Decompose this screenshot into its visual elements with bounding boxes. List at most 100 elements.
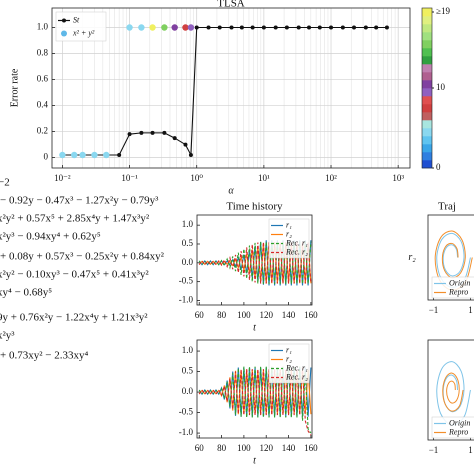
x-tick-label: 100 <box>237 310 251 320</box>
series-marker <box>261 25 266 30</box>
y-tick-label: 0.4 <box>37 100 49 110</box>
legend-label: Origin <box>449 278 470 287</box>
x-tick-label: 160 <box>304 443 318 453</box>
scatter-point <box>138 24 145 31</box>
series-marker <box>239 25 244 30</box>
legend-label: Repro <box>448 287 468 296</box>
series-layer <box>59 24 389 159</box>
x-tick-label: −1 <box>429 305 439 315</box>
colorbar-segment <box>422 96 432 105</box>
series-marker <box>183 142 188 147</box>
series-marker <box>340 25 345 30</box>
legend-label: Origin <box>449 418 470 427</box>
scatter-point <box>149 24 156 31</box>
plot-frame <box>196 214 313 306</box>
series-line <box>198 366 312 434</box>
colorbar-segment <box>422 80 432 89</box>
legend-label: r₁ <box>286 345 292 354</box>
colorbar-segment <box>422 120 432 129</box>
x-axis-label: t <box>253 322 256 333</box>
x-tick-label: 100 <box>237 443 251 453</box>
equation: x²y² − 0.10xy³ − 0.47x⁵ + 0.41x³y² <box>0 269 149 281</box>
x-tick-label: 10⁻² <box>54 173 71 183</box>
colorbar-segment <box>422 56 432 65</box>
panel: 10⁻² 10⁻¹ 10⁰ 10¹ 10² 10³ 0 0.2 0.4 0.6 0.8 1.0 TLSA… <box>9 0 450 196</box>
scatter-point <box>126 24 133 31</box>
colorbar-segment <box>422 16 432 25</box>
scatter-point <box>103 151 110 159</box>
colorbar-segment <box>422 88 432 97</box>
colorbar-segment <box>422 136 432 145</box>
colorbar-segment <box>422 32 432 41</box>
equation: x²y² + 0.57x⁵ + 2.85x⁴y + 1.47x³y² <box>0 213 150 225</box>
legend-label: x² + y² <box>72 28 95 37</box>
y-tick-label: 1.0 <box>37 22 49 32</box>
series-marker <box>206 25 211 30</box>
y-tick-label: 1.0 <box>182 219 194 229</box>
equation: x²y³ − 0.94xy⁴ + 0.62y⁵ <box>0 231 101 243</box>
legend-label: Rec. r₁ <box>285 238 308 247</box>
plot-frame <box>427 214 474 301</box>
legend-label: Rec. r₂ <box>285 247 308 256</box>
x-axis-label: t <box>253 455 256 466</box>
colorbar-segment <box>422 112 432 121</box>
scatter-point <box>79 151 86 159</box>
series-marker <box>296 25 301 30</box>
scatter-point <box>187 24 195 31</box>
colorbar-segment <box>422 40 432 49</box>
chart-title: Traj <box>438 201 456 213</box>
series-marker <box>329 25 334 30</box>
y-tick-label: 0.8 <box>37 48 49 58</box>
x-tick-label: 1 <box>468 445 473 455</box>
series-marker <box>374 25 379 30</box>
series-marker <box>139 130 144 135</box>
x-tick-label: 140 <box>282 310 296 320</box>
series-line <box>442 372 464 412</box>
series-marker <box>317 25 322 30</box>
scatter-point <box>59 151 66 159</box>
equation: x²y³ <box>0 330 15 342</box>
y-tick-label: 0.0 <box>182 257 194 267</box>
x-tick-label: 10⁻¹ <box>121 173 138 183</box>
x-tick-label: 140 <box>282 443 296 453</box>
series-line <box>436 361 471 426</box>
y-tick-label: 0.2 <box>37 126 48 136</box>
x-tick-label: 10⁰ <box>190 173 203 183</box>
legend-label: Rec. r₂ <box>285 372 308 381</box>
x-tick-label: 80 <box>217 443 227 453</box>
y-tick-label: -1.0 <box>179 295 194 305</box>
series-line <box>198 367 312 436</box>
x-tick-label: 60 <box>195 443 205 453</box>
panel: 60 80 100 120 140 160-1.0-0.50.00.51.0tr₁r₂Re… <box>179 339 318 466</box>
colorbar-segment <box>422 24 432 33</box>
colorbar-segment <box>422 104 432 113</box>
legend-swatch <box>61 30 67 37</box>
panel: 60 80 100 120 140 160 -1.0 -0.5 0.0 0.5 1.0 Time hi… <box>179 201 318 334</box>
chart-title: Time history <box>226 201 283 213</box>
y-tick-label: -0.5 <box>179 276 194 286</box>
equation: 9y + 0.76x²y − 1.22x⁴y + 1.21x³y² <box>0 312 148 324</box>
x-axis-label: α <box>228 185 234 196</box>
legend-label: Repro <box>448 427 468 436</box>
y-tick-label: 0 <box>44 152 49 162</box>
legend-label: r₂ <box>286 354 292 363</box>
colorbar-segment <box>422 72 432 81</box>
x-tick-label: 10² <box>325 173 337 183</box>
x-tick-label: 10³ <box>392 173 404 183</box>
series-marker <box>172 136 177 141</box>
series-marker <box>127 132 132 137</box>
equation: − 0.92y − 0.47x³ − 1.27x²y − 0.79y³ <box>0 195 159 207</box>
series-marker <box>150 130 155 135</box>
colorbar-label: 0 <box>436 162 441 172</box>
x-tick-label: 60 <box>195 310 205 320</box>
series-marker <box>307 25 312 30</box>
y-tick-label: -0.5 <box>179 407 194 417</box>
series-marker <box>229 25 234 30</box>
colorbar-segment <box>422 8 432 17</box>
y-axis-label: r₂ <box>408 252 416 263</box>
legend-marker <box>62 18 66 23</box>
scatter-point <box>91 151 98 159</box>
series-marker <box>217 25 222 30</box>
colorbar-label: 10 <box>436 82 446 92</box>
